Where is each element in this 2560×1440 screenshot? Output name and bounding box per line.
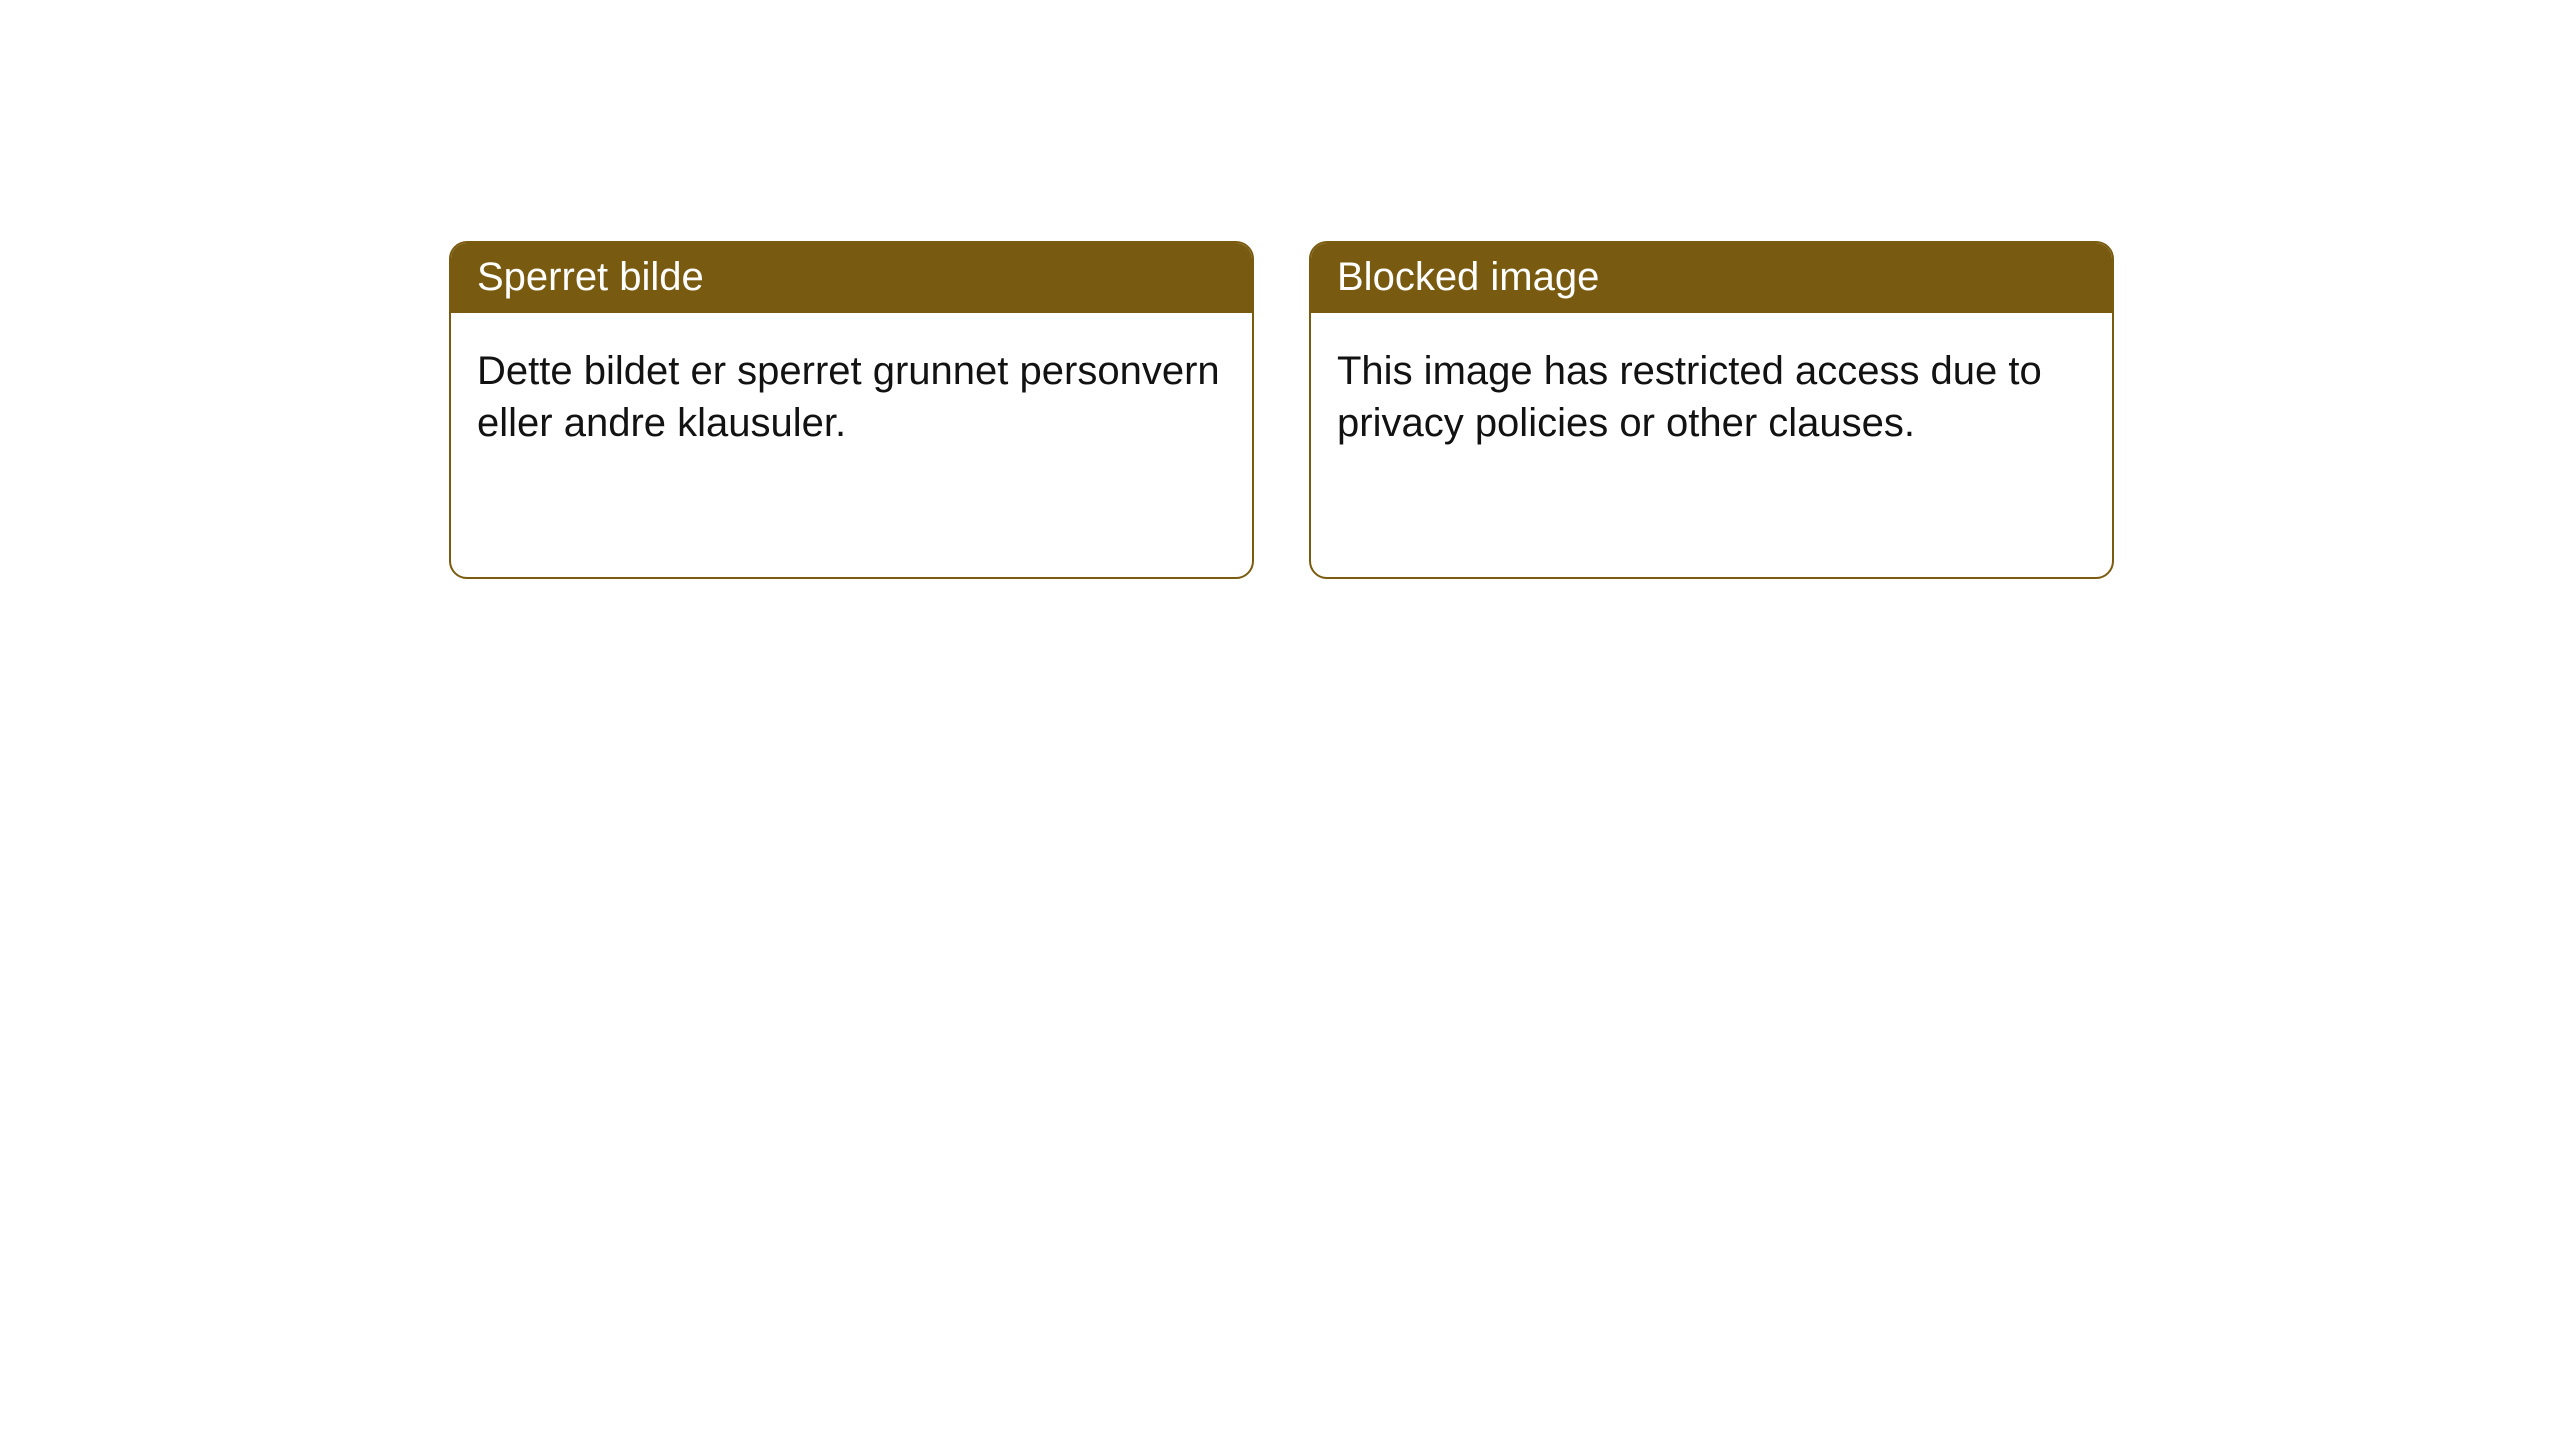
notice-body: This image has restricted access due to … <box>1311 313 2112 481</box>
notice-title: Sperret bilde <box>451 243 1252 313</box>
notice-container: Sperret bilde Dette bildet er sperret gr… <box>449 241 2114 579</box>
notice-title: Blocked image <box>1311 243 2112 313</box>
notice-card-norwegian: Sperret bilde Dette bildet er sperret gr… <box>449 241 1254 579</box>
notice-card-english: Blocked image This image has restricted … <box>1309 241 2114 579</box>
notice-body: Dette bildet er sperret grunnet personve… <box>451 313 1252 481</box>
